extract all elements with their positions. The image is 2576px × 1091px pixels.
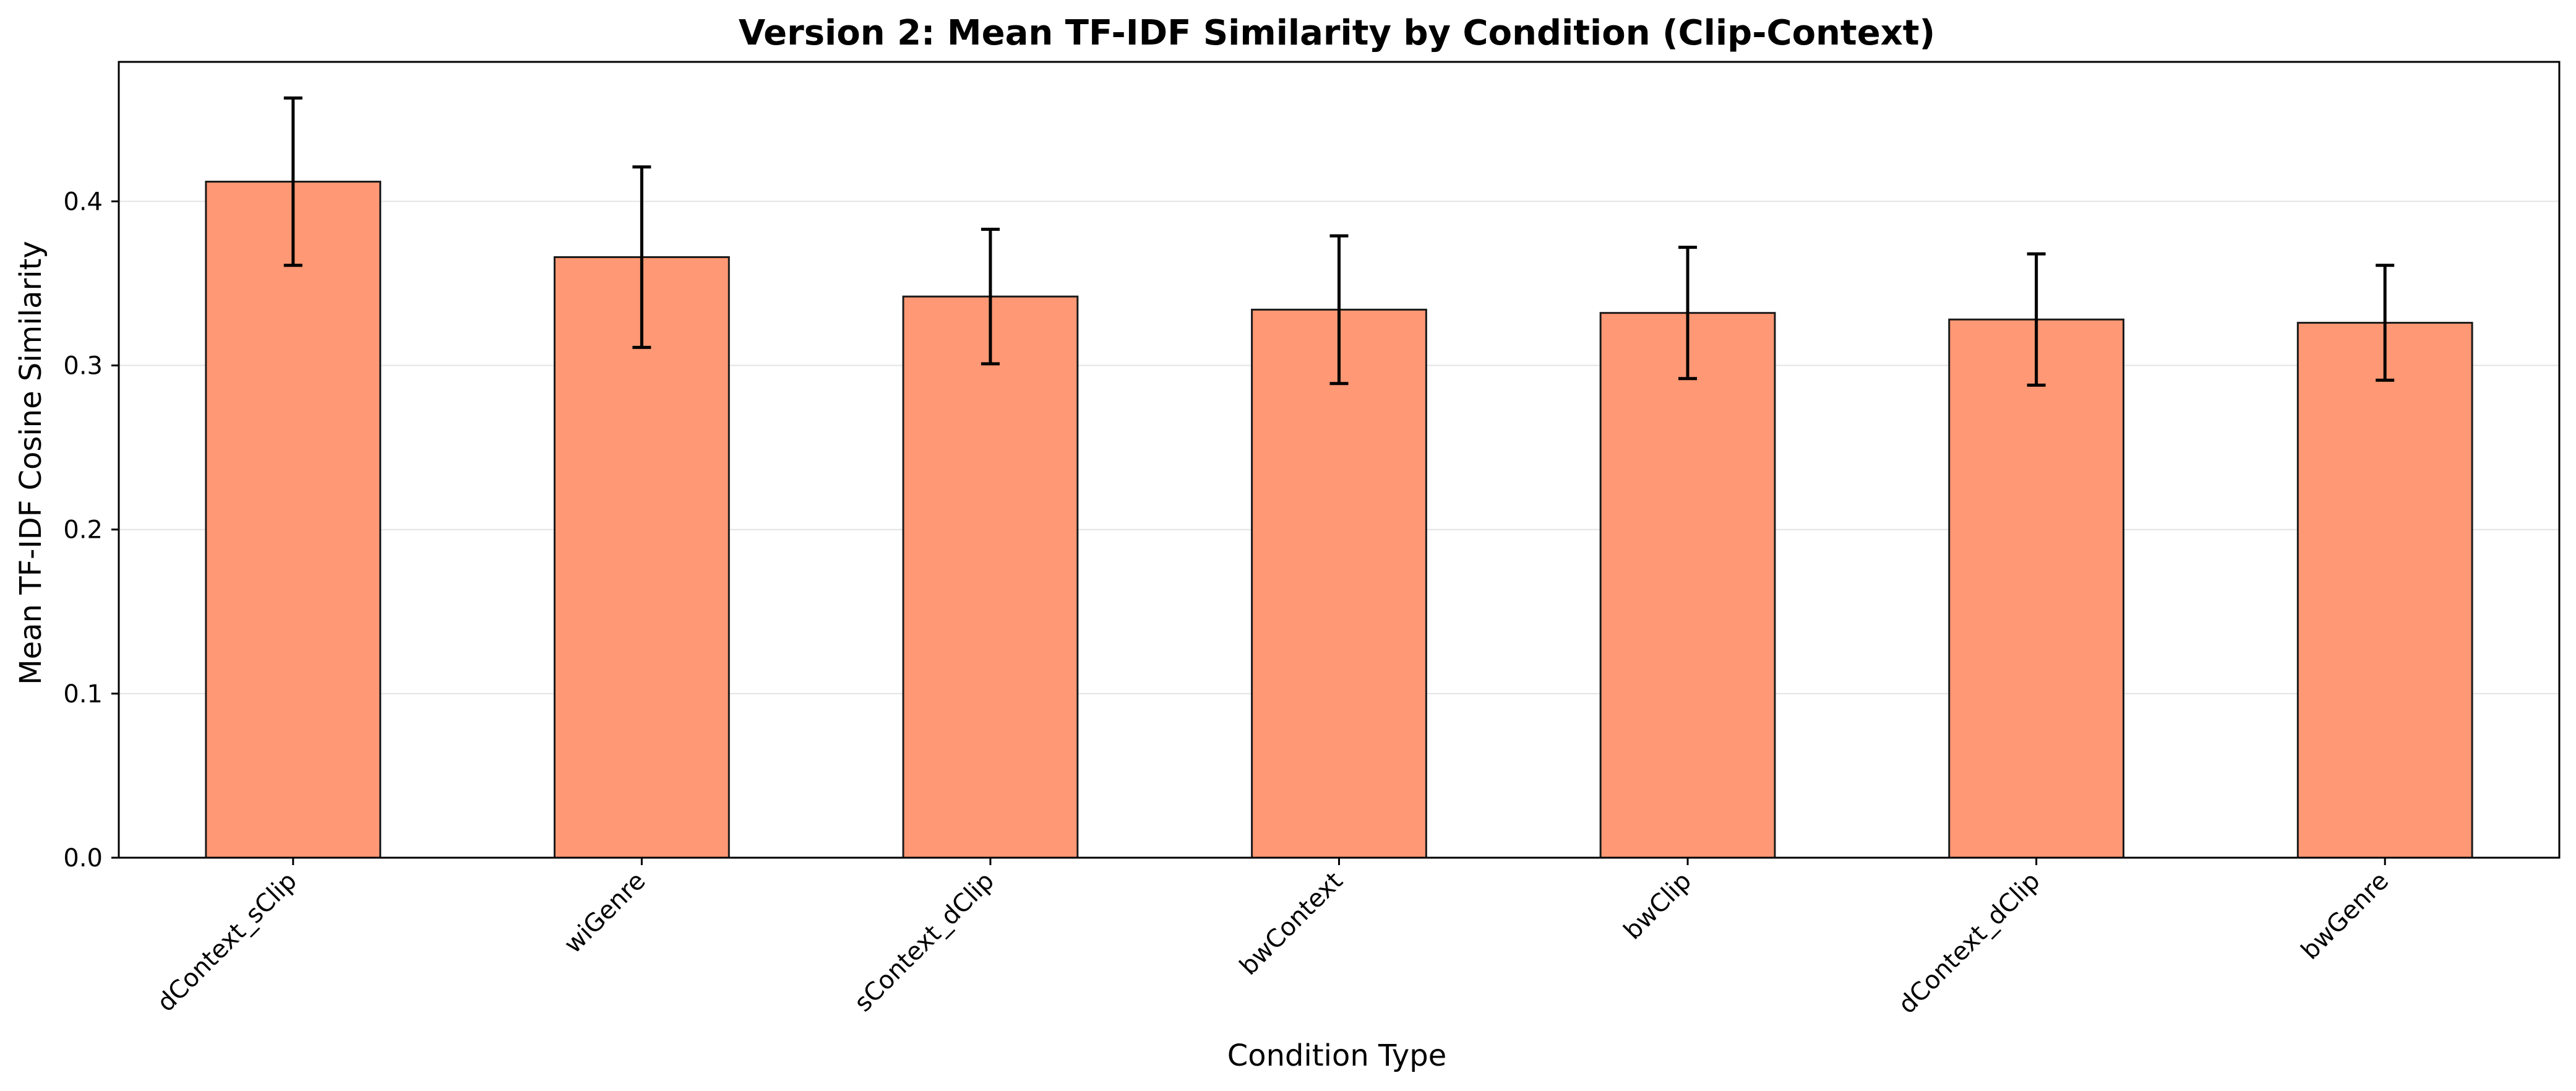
y-tick-label: 0.1 (63, 680, 103, 709)
bar-bwGenre (2296, 322, 2473, 859)
bar-dContext_sClip (205, 181, 382, 859)
bar-bwContext (1251, 308, 1427, 859)
error-bar-sContext_dClip (981, 227, 1000, 366)
y-tick-label: 0.2 (63, 516, 103, 545)
bars (205, 181, 2473, 859)
error-bar-wiGenre (632, 165, 651, 349)
error-bar-bwGenre (2376, 264, 2395, 382)
bar-wiGenre (553, 256, 730, 859)
chart-title: Version 2: Mean TF-IDF Similarity by Con… (739, 13, 1935, 53)
bar-dContext_dClip (1948, 318, 2125, 859)
x-axis-label: Condition Type (1227, 1038, 1447, 1073)
error-bar-dContext_dClip (2027, 252, 2046, 387)
y-tick-label: 0.0 (63, 844, 103, 873)
error-bar-dContext_sClip (283, 96, 303, 267)
y-tick-label: 0.3 (63, 352, 103, 381)
bar-bwClip (1599, 312, 1776, 859)
error-bar-bwClip (1678, 246, 1698, 381)
error-bars (283, 96, 2395, 387)
error-bar-bwContext (1329, 234, 1349, 386)
y-axis-ticks: 0.0 0.1 0.2 0.3 0.4 (63, 188, 119, 873)
bar-sContext_dClip (902, 295, 1079, 859)
y-tick-label: 0.4 (63, 188, 103, 216)
y-axis-label: Mean TF-IDF Cosine Similarity (14, 241, 48, 685)
